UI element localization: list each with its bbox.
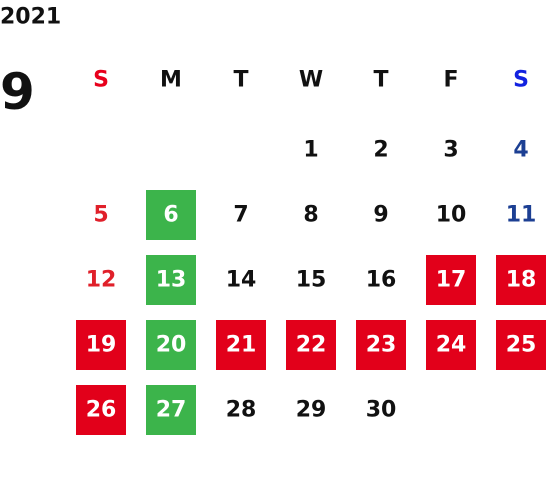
day: 29 xyxy=(296,398,327,423)
day-highlight xyxy=(216,320,266,370)
year: 2021 xyxy=(0,5,61,30)
day-highlight xyxy=(146,255,196,305)
day: 16 xyxy=(366,268,397,293)
day: 20 xyxy=(156,333,187,358)
day: 13 xyxy=(156,268,187,293)
day: 8 xyxy=(303,203,318,228)
day-highlight xyxy=(146,320,196,370)
day-highlight xyxy=(426,320,476,370)
weekday: S xyxy=(93,68,109,93)
day: 24 xyxy=(436,333,467,358)
day: 14 xyxy=(226,268,257,293)
day: 26 xyxy=(86,398,117,423)
day-highlight xyxy=(426,255,476,305)
day: 21 xyxy=(226,333,257,358)
day: 22 xyxy=(296,333,327,358)
weekday: T xyxy=(373,68,388,93)
weekday: F xyxy=(443,68,458,93)
day: 28 xyxy=(226,398,257,423)
day: 1 xyxy=(303,138,318,163)
day-highlight xyxy=(496,320,546,370)
day: 17 xyxy=(436,268,467,293)
day-highlight xyxy=(146,190,196,240)
day: 7 xyxy=(233,203,248,228)
day-highlight xyxy=(286,320,336,370)
day: 4 xyxy=(513,138,528,163)
weekday: M xyxy=(160,68,182,93)
day: 10 xyxy=(436,203,467,228)
day: 23 xyxy=(366,333,397,358)
day: 25 xyxy=(506,333,537,358)
day-highlight xyxy=(496,255,546,305)
day-highlight xyxy=(76,320,126,370)
day: 30 xyxy=(366,398,397,423)
month: 9 xyxy=(0,63,35,121)
weekday: T xyxy=(233,68,248,93)
day-highlight xyxy=(356,320,406,370)
day: 18 xyxy=(506,268,537,293)
day: 12 xyxy=(86,268,117,293)
day: 6 xyxy=(163,203,178,228)
day: 15 xyxy=(296,268,327,293)
day: 19 xyxy=(86,333,117,358)
day: 9 xyxy=(373,203,388,228)
day-highlight xyxy=(146,385,196,435)
day-highlight xyxy=(76,385,126,435)
weekday: W xyxy=(299,68,323,93)
day: 11 xyxy=(506,203,537,228)
day: 2 xyxy=(373,138,388,163)
day: 3 xyxy=(443,138,458,163)
weekday: S xyxy=(513,68,529,93)
day: 5 xyxy=(93,203,108,228)
day: 27 xyxy=(156,398,187,423)
